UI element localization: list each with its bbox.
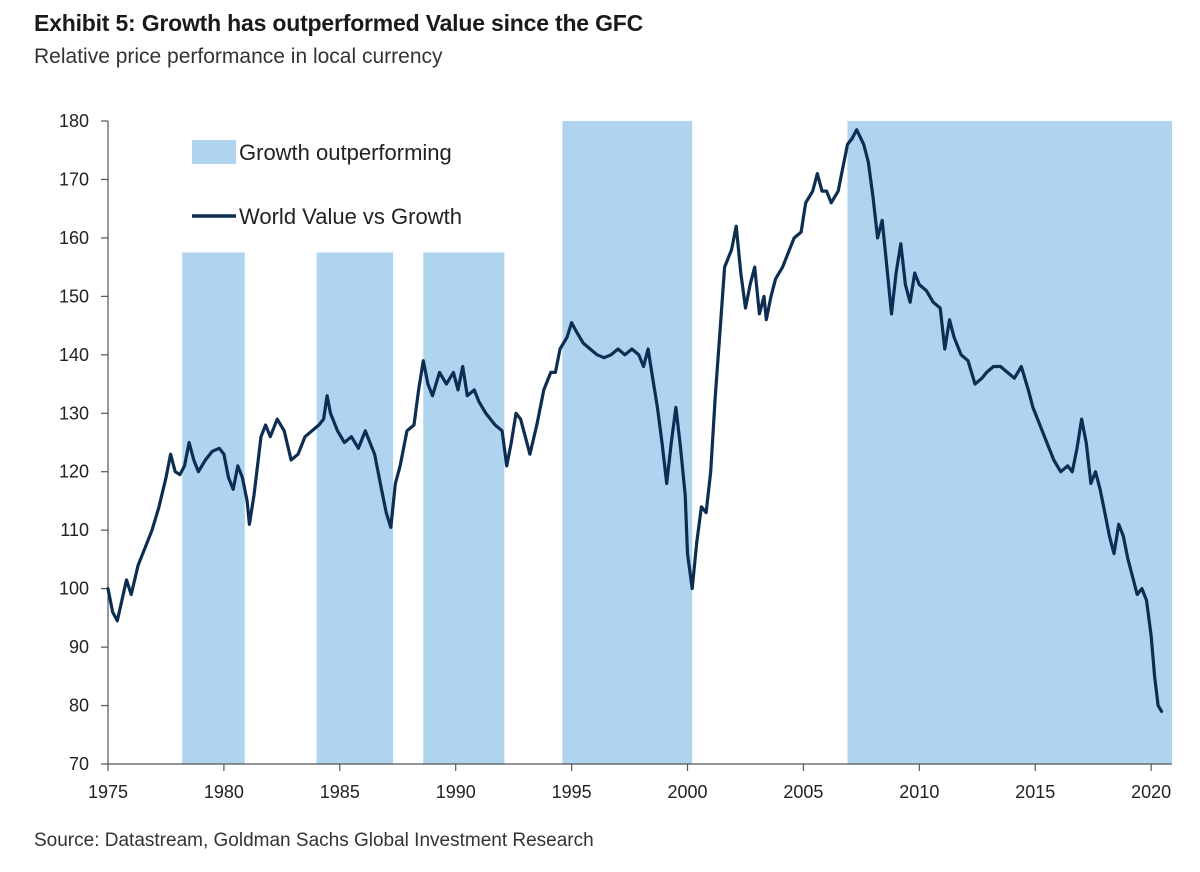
x-tick-label-1990: 1990 [436,782,476,802]
legend-label-line: World Value vs Growth [239,204,462,229]
bands-layer [182,121,1172,765]
y-tick-label-130: 130 [59,403,89,423]
growth-band-5 [847,121,1172,764]
legend: Growth outperforming World Value vs Grow… [192,140,462,229]
legend-label-band: Growth outperforming [239,140,452,165]
x-tick-label-2000: 2000 [667,782,707,802]
series-line-world-value-vs-growth [106,128,1164,713]
y-tick-label-100: 100 [59,579,89,599]
y-tick-label-70: 70 [69,754,89,774]
source-note: Source: Datastream, Goldman Sachs Global… [34,830,594,851]
y-tick-label-90: 90 [69,637,89,657]
x-tick-label-2015: 2015 [1015,782,1055,802]
chart-title: Exhibit 5: Growth has outperformed Value… [34,10,644,36]
legend-band-swatch [192,140,236,164]
y-tick-label-110: 110 [60,520,89,540]
growth-band-2 [316,252,394,765]
x-tick-label-1975: 1975 [88,782,128,802]
y-tick-label-150: 150 [59,286,89,306]
chart-subtitle: Relative price performance in local curr… [34,45,443,68]
y-tick-label-170: 170 [59,169,89,189]
growth-band-1 [182,252,245,765]
growth-band-3 [423,252,505,765]
y-tick-label-80: 80 [69,696,89,716]
x-tick-label-1985: 1985 [320,782,360,802]
x-tick-label-1995: 1995 [552,782,592,802]
series-layer [106,128,1164,713]
x-tick-label-2010: 2010 [899,782,939,802]
y-tick-label-160: 160 [59,228,89,248]
x-tick-label-1980: 1980 [204,782,244,802]
x-tick-label-2020: 2020 [1131,782,1171,802]
x-tick-label-2005: 2005 [783,782,823,802]
axes-layer: 70 80 90 100 110 120 130 140 150 160 170 180 1975 198… [59,111,1172,802]
y-tick-label-140: 140 [59,345,89,365]
y-tick-label-120: 120 [59,462,89,482]
y-tick-label-180: 180 [59,111,89,131]
